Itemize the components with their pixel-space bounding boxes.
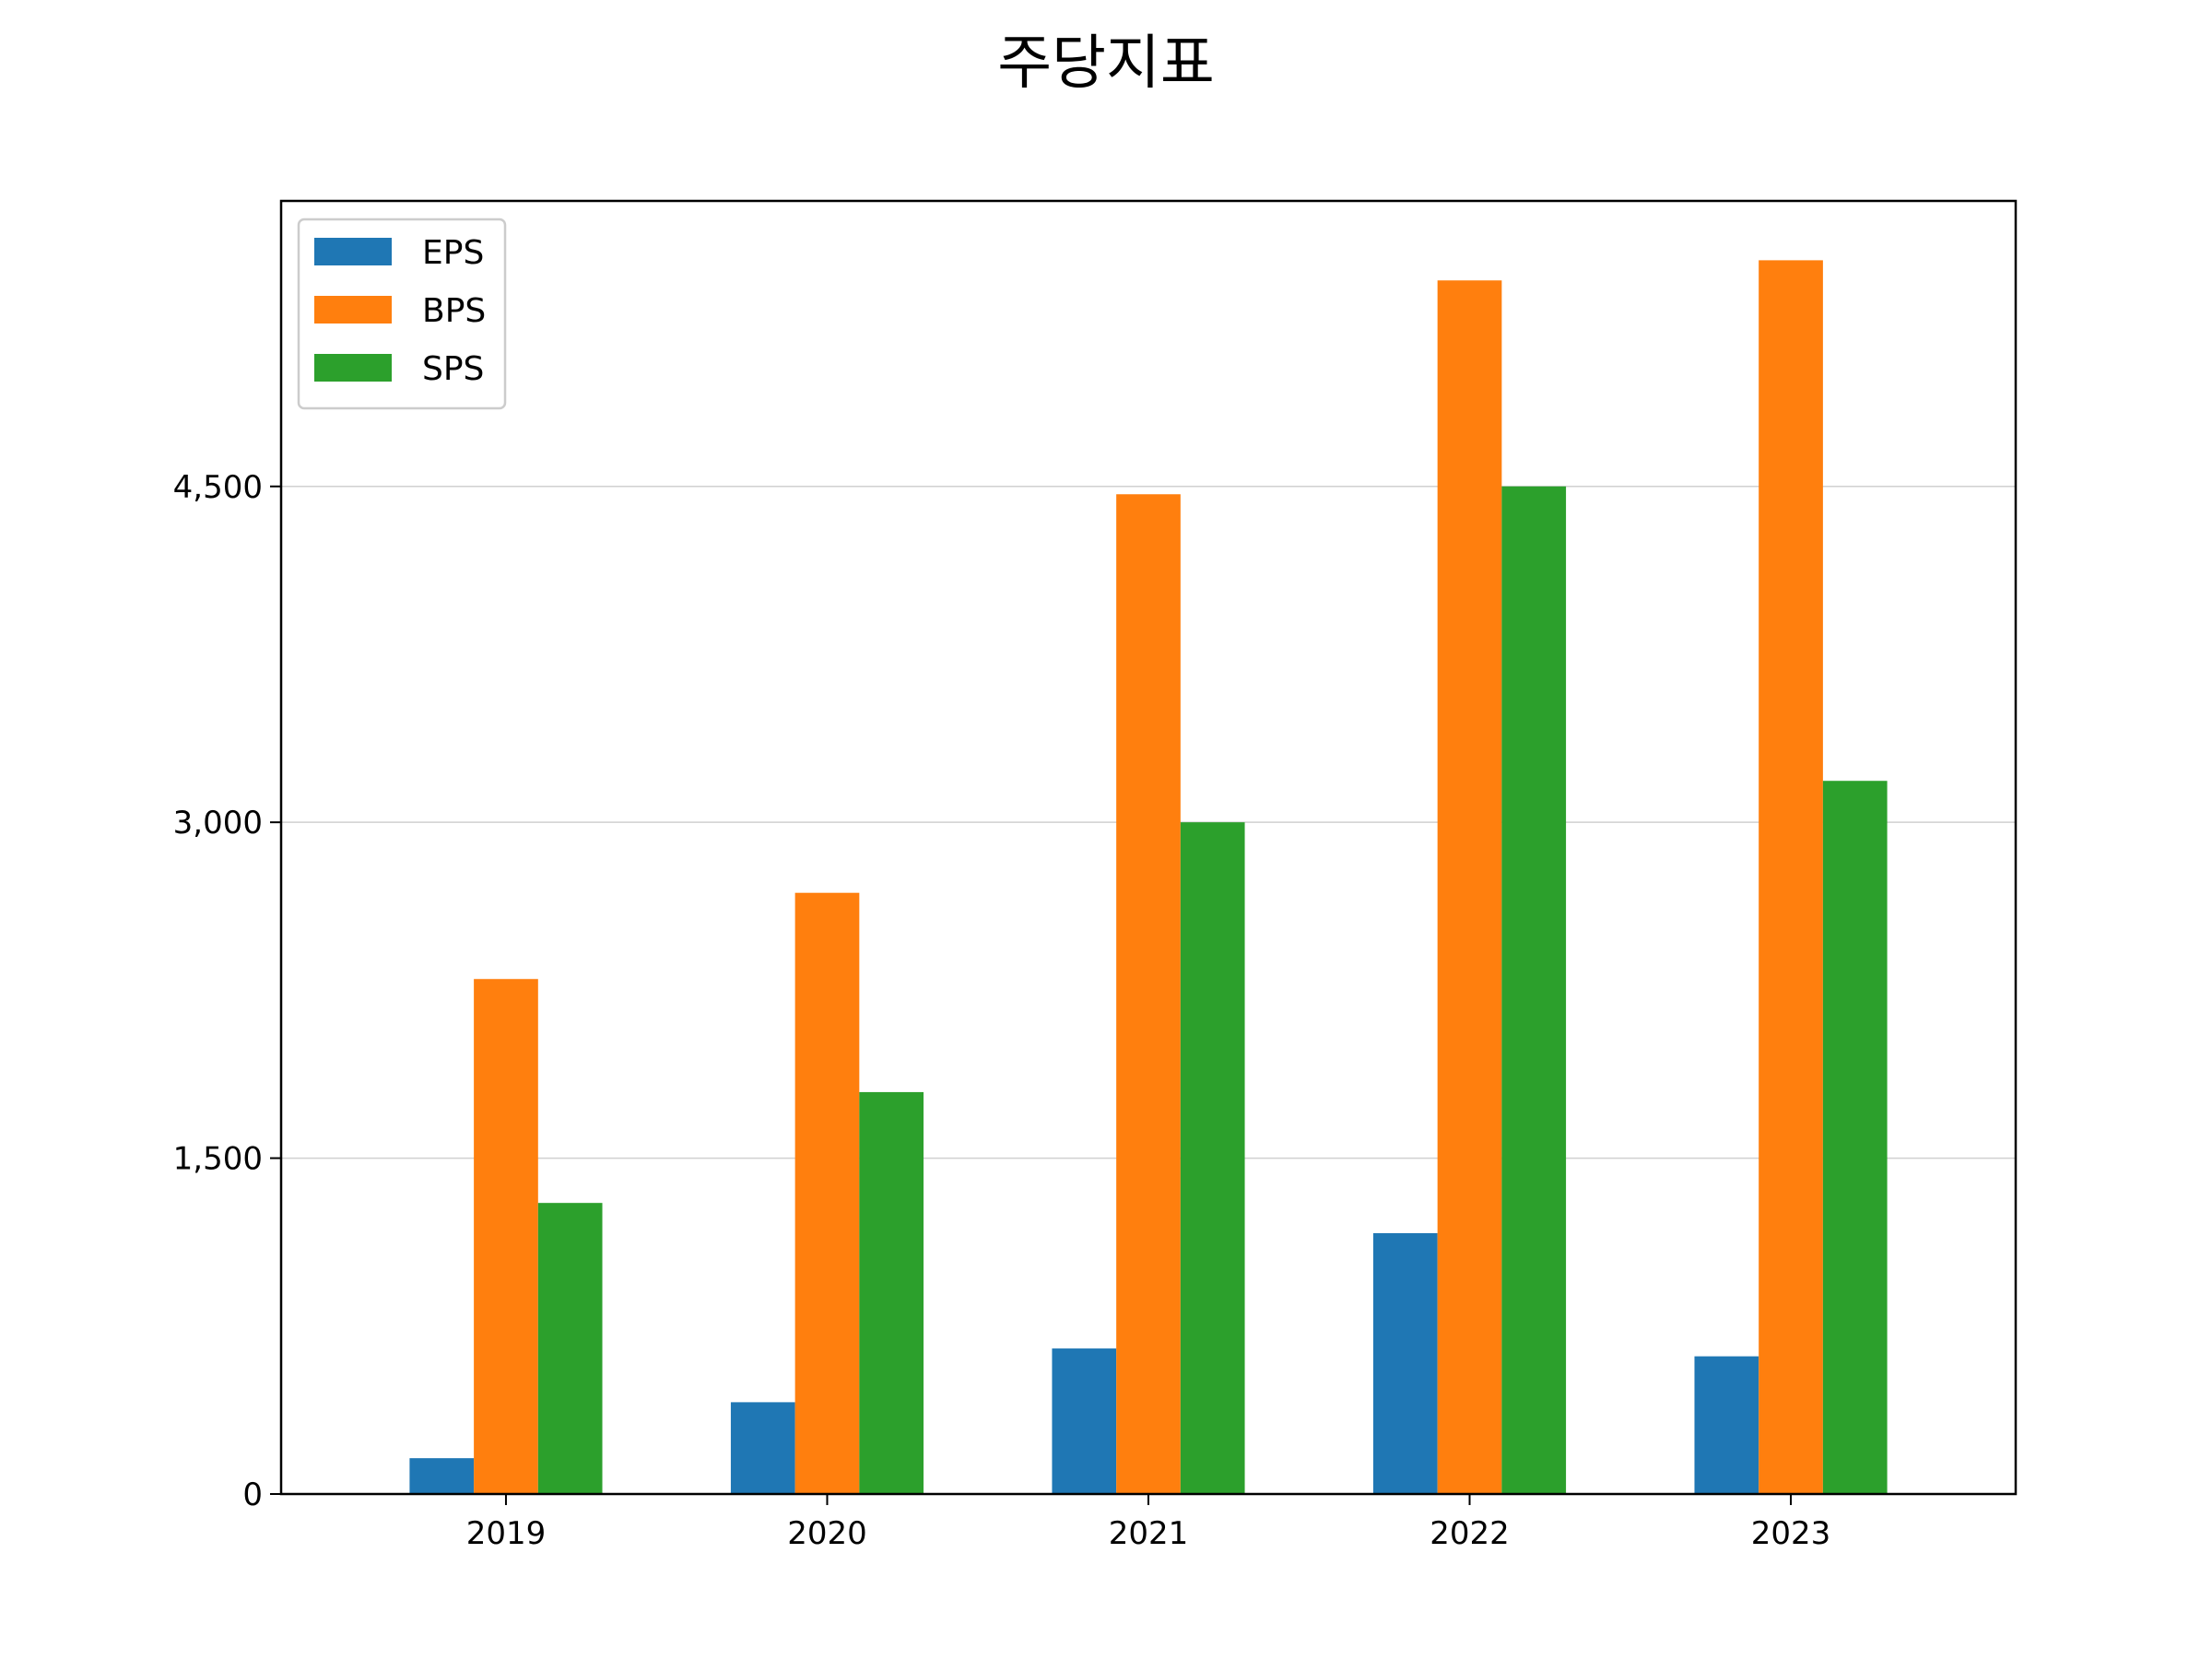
legend-label-bps: BPS bbox=[422, 292, 486, 330]
bar-eps-2019 bbox=[409, 1458, 475, 1494]
legend-swatch-sps bbox=[314, 354, 392, 382]
bars bbox=[409, 260, 1888, 1495]
y-tick-label: 3,000 bbox=[173, 805, 263, 841]
bar-sps-2023 bbox=[1822, 781, 1888, 1494]
y-tick-label: 1,500 bbox=[173, 1141, 263, 1178]
bar-bps-2021 bbox=[1116, 494, 1181, 1494]
bar-eps-2021 bbox=[1052, 1348, 1117, 1494]
legend-label-sps: SPS bbox=[422, 350, 484, 388]
bar-bps-2023 bbox=[1759, 260, 1823, 1494]
bar-bps-2019 bbox=[474, 979, 538, 1494]
x-axis: 2019 2020 2021 2022 2023 bbox=[466, 1494, 1831, 1552]
x-tick-label: 2021 bbox=[1109, 1515, 1189, 1552]
x-tick-label: 2022 bbox=[1430, 1515, 1510, 1552]
bar-eps-2023 bbox=[1694, 1356, 1759, 1494]
bar-bps-2020 bbox=[794, 892, 860, 1494]
x-tick-label: 2019 bbox=[466, 1515, 547, 1552]
bar-eps-2020 bbox=[730, 1402, 795, 1494]
y-tick-label: 0 bbox=[242, 1477, 263, 1513]
bar-bps-2022 bbox=[1437, 280, 1502, 1495]
bar-eps-2022 bbox=[1372, 1232, 1438, 1494]
legend-swatch-eps bbox=[314, 238, 392, 265]
x-tick-label: 2020 bbox=[787, 1515, 867, 1552]
y-axis: 0 1,500 3,000 4,500 bbox=[173, 469, 281, 1513]
bar-sps-2019 bbox=[537, 1203, 603, 1494]
legend: EPS BPS SPS bbox=[297, 218, 507, 410]
y-tick-label: 4,500 bbox=[173, 469, 263, 506]
bar-sps-2021 bbox=[1180, 822, 1245, 1494]
legend-swatch-bps bbox=[314, 296, 392, 324]
chart-title: 주당지표 bbox=[997, 29, 1215, 98]
legend-label-eps: EPS bbox=[422, 234, 484, 272]
x-tick-label: 2023 bbox=[1751, 1515, 1831, 1552]
bar-sps-2022 bbox=[1501, 486, 1567, 1495]
bar-sps-2020 bbox=[859, 1091, 924, 1494]
